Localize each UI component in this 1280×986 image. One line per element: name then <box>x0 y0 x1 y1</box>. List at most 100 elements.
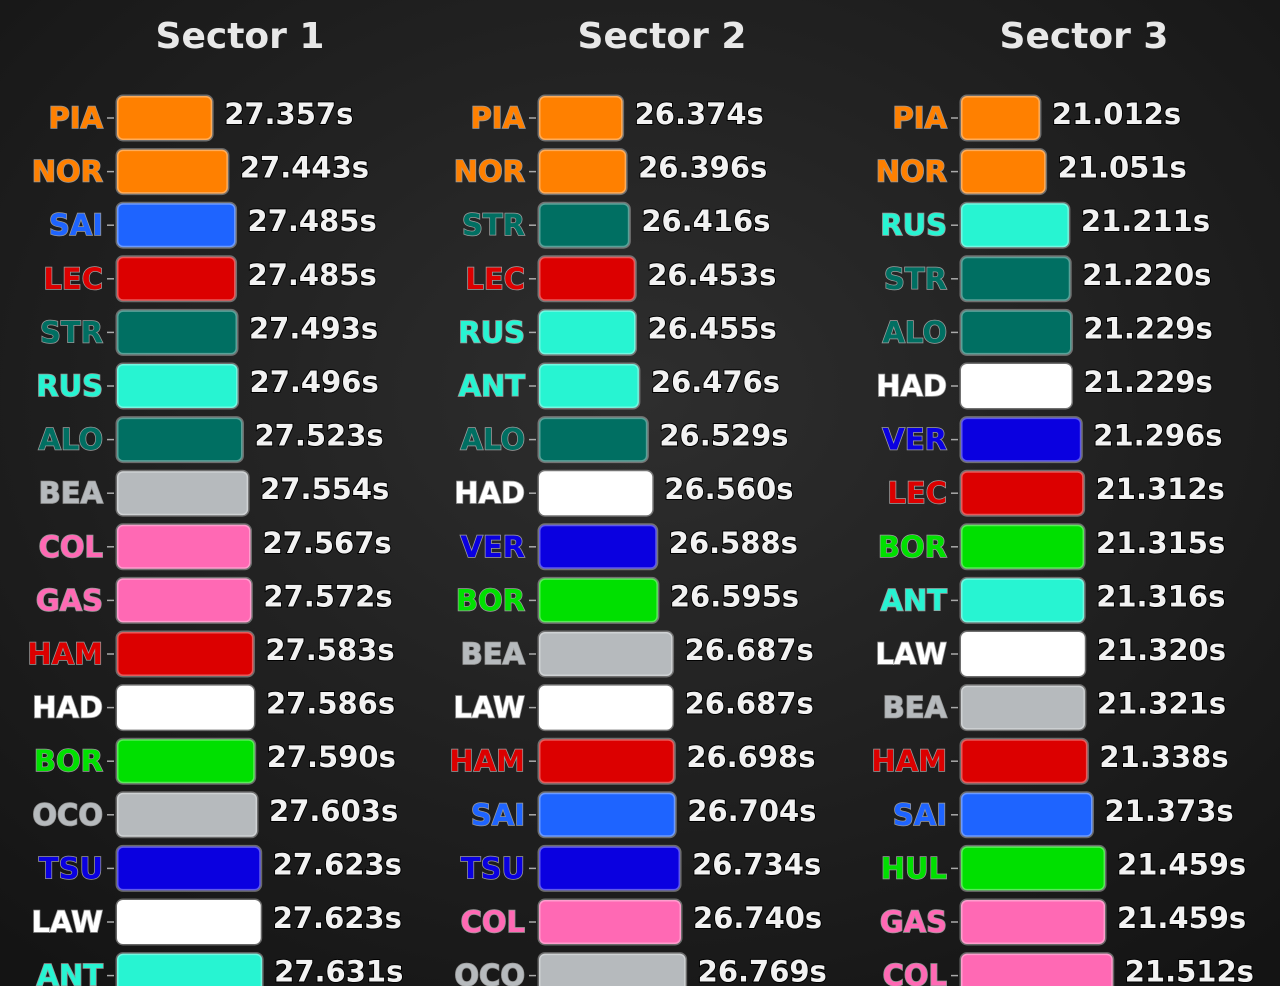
value-label: 26.455s <box>648 311 777 345</box>
value-label: 26.374s <box>635 97 764 131</box>
chart-title: Sector 3 <box>1000 16 1169 57</box>
value-label: 21.373s <box>1105 794 1234 828</box>
value-label: 26.698s <box>686 740 815 774</box>
value-label: 26.740s <box>693 901 822 935</box>
category-label: LAW <box>31 905 103 939</box>
category-label: BOR <box>456 583 525 617</box>
bar <box>537 148 628 196</box>
category-label: TSU <box>461 851 525 885</box>
bar <box>537 416 649 464</box>
category-label: PIA <box>893 101 948 135</box>
bar <box>115 255 238 303</box>
bar <box>537 201 631 249</box>
category-label: ANT <box>37 959 104 986</box>
category-label: SAI <box>471 798 525 832</box>
category-label: STR <box>40 315 103 349</box>
category-label: BEA <box>883 691 948 725</box>
bar <box>959 362 1074 410</box>
bar <box>537 791 677 839</box>
bar <box>959 523 1086 571</box>
value-label: 21.296s <box>1093 419 1222 453</box>
bar <box>959 576 1086 624</box>
value-label: 21.338s <box>1099 740 1228 774</box>
value-label: 27.572s <box>263 579 392 613</box>
bar <box>537 469 654 517</box>
category-label: LEC <box>887 476 947 510</box>
value-label: 21.321s <box>1097 687 1226 721</box>
category-label: PIA <box>471 101 526 135</box>
category-label: ANT <box>881 583 948 617</box>
bar <box>115 469 250 517</box>
category-label: HAM <box>27 637 103 671</box>
value-label: 26.453s <box>647 258 776 292</box>
bar <box>537 523 659 571</box>
bar <box>115 308 239 356</box>
category-label: LAW <box>875 637 947 671</box>
category-label: STR <box>462 208 525 242</box>
value-label: 21.229s <box>1084 311 1213 345</box>
category-label: VER <box>882 423 947 457</box>
value-label: 21.459s <box>1117 901 1246 935</box>
value-label: 21.211s <box>1081 204 1210 238</box>
bar <box>959 844 1107 892</box>
value-label: 26.476s <box>651 365 780 399</box>
bar <box>115 737 257 785</box>
bar <box>537 255 637 303</box>
value-label: 27.554s <box>260 472 389 506</box>
value-label: 21.512s <box>1125 955 1254 986</box>
value-label: 21.320s <box>1097 633 1226 667</box>
category-label: SAI <box>49 208 103 242</box>
value-label: 27.357s <box>224 97 353 131</box>
value-label: 21.229s <box>1084 365 1213 399</box>
chart-title: Sector 1 <box>156 16 325 57</box>
bar <box>959 201 1071 249</box>
value-label: 26.595s <box>670 579 799 613</box>
value-label: 27.586s <box>266 687 395 721</box>
value-label: 27.623s <box>273 847 402 881</box>
category-label: ANT <box>459 369 526 403</box>
category-label: STR <box>884 262 947 296</box>
bar <box>959 469 1086 517</box>
value-label: 21.312s <box>1096 472 1225 506</box>
category-label: HAM <box>871 744 947 778</box>
bar <box>959 952 1115 986</box>
bar <box>537 308 638 356</box>
category-label: COL <box>39 530 103 564</box>
category-label: HAD <box>32 691 103 725</box>
bar <box>959 308 1074 356</box>
bar <box>537 898 683 946</box>
bar <box>537 684 675 732</box>
bar <box>537 576 660 624</box>
category-label: BEA <box>39 476 104 510</box>
category-label: ALO <box>460 423 525 457</box>
category-label: VER <box>460 530 525 564</box>
value-label: 21.220s <box>1082 258 1211 292</box>
bar <box>959 148 1048 196</box>
bar <box>537 630 675 678</box>
category-label: SAI <box>893 798 947 832</box>
chart-title: Sector 2 <box>578 16 747 57</box>
value-label: 27.523s <box>254 419 383 453</box>
bar <box>959 255 1072 303</box>
value-label: 26.687s <box>685 633 814 667</box>
bar <box>959 737 1089 785</box>
value-label: 26.687s <box>685 687 814 721</box>
category-label: HAD <box>454 476 525 510</box>
category-label: OCO <box>32 798 103 832</box>
value-label: 21.051s <box>1058 151 1187 185</box>
value-label: 26.529s <box>659 419 788 453</box>
category-label: NOR <box>454 155 525 189</box>
bar <box>115 898 263 946</box>
bar <box>115 201 238 249</box>
value-label: 21.316s <box>1096 579 1225 613</box>
bar <box>115 148 230 196</box>
value-label: 21.012s <box>1052 97 1181 131</box>
category-label: HAM <box>449 744 525 778</box>
category-label: TSU <box>39 851 103 885</box>
value-label: 26.734s <box>692 847 821 881</box>
bar <box>537 844 682 892</box>
category-label: COL <box>883 959 947 986</box>
value-label: 26.588s <box>669 526 798 560</box>
value-label: 21.315s <box>1096 526 1225 560</box>
bar <box>115 630 255 678</box>
